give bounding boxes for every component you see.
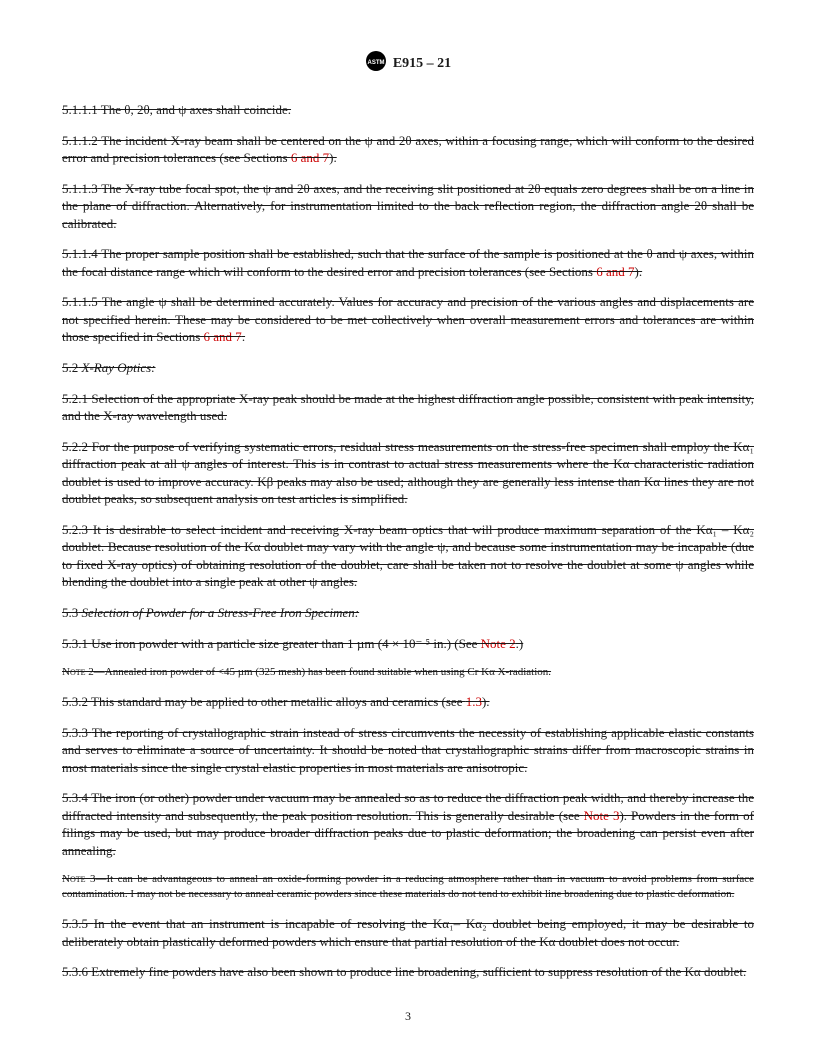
paragraph-52-heading: 5.2 X-Ray Optics: [62,359,754,377]
link-note-2[interactable]: Note 2 [481,636,516,651]
paragraph-533: 5.3.3 The reporting of crystallographic … [62,724,754,777]
link-sections-6-7-b[interactable]: 6 and 7 [596,264,634,279]
link-sections-6-7[interactable]: 6 and 7 [291,150,329,165]
note-3: Note 3—It can be advantageous to anneal … [62,872,754,902]
paragraph-5115: 5.1.1.5 The angle ψ shall be determined … [62,293,754,346]
astm-logo-icon: ASTM [365,50,387,77]
paragraph-522: 5.2.2 For the purpose of verifying syste… [62,438,754,508]
paragraph-5114: 5.1.1.4 The proper sample position shall… [62,245,754,280]
paragraph-5113: 5.1.1.3 The X-ray tube focal spot, the ψ… [62,180,754,233]
page-header: ASTM E915 – 21 [62,50,754,77]
paragraph-531: 5.3.1 Use iron powder with a particle si… [62,635,754,653]
paragraph-5112: 5.1.1.2 The incident X-ray beam shall be… [62,132,754,167]
page-number: 3 [0,1009,816,1024]
paragraph-534: 5.3.4 The iron (or other) powder under v… [62,789,754,859]
link-1-3[interactable]: 1.3 [466,694,482,709]
svg-text:ASTM: ASTM [367,60,384,66]
paragraph-521: 5.2.1 Selection of the appropriate X-ray… [62,390,754,425]
paragraph-523: 5.2.3 It is desirable to select incident… [62,521,754,591]
designation-label: E915 – 21 [393,56,451,72]
link-note-3[interactable]: Note 3 [584,808,620,823]
paragraph-5111: 5.1.1.1 The θ, 2θ, and ψ axes shall coin… [62,101,754,119]
document-page: ASTM E915 – 21 5.1.1.1 The θ, 2θ, and ψ … [0,0,816,1024]
paragraph-53-heading: 5.3 Selection of Powder for a Stress-Fre… [62,604,754,622]
link-sections-6-7-c[interactable]: 6 and 7 [204,329,242,344]
note-2: Note 2—Annealed iron powder of <45 µm (3… [62,665,754,680]
paragraph-535: 5.3.5 In the event that an instrument is… [62,915,754,950]
paragraph-532: 5.3.2 This standard may be applied to ot… [62,693,754,711]
paragraph-536: 5.3.6 Extremely fine powders have also b… [62,963,754,981]
